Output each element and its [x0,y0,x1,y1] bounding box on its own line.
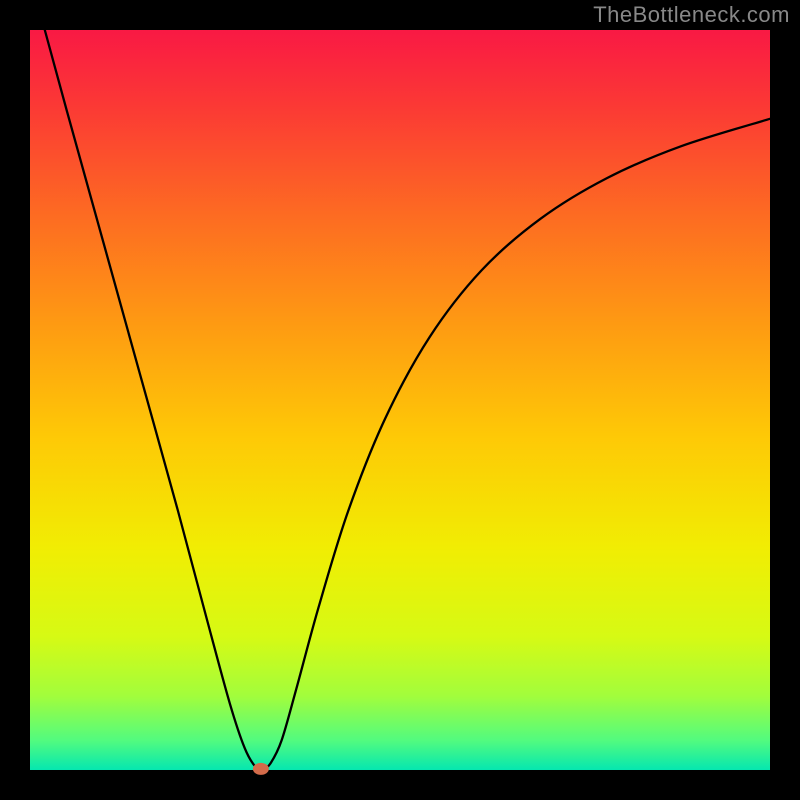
bottleneck-chart [0,0,800,800]
watermark-label: TheBottleneck.com [593,2,790,28]
plot-background [30,30,770,770]
minimum-marker [253,763,269,775]
chart-container: TheBottleneck.com [0,0,800,800]
